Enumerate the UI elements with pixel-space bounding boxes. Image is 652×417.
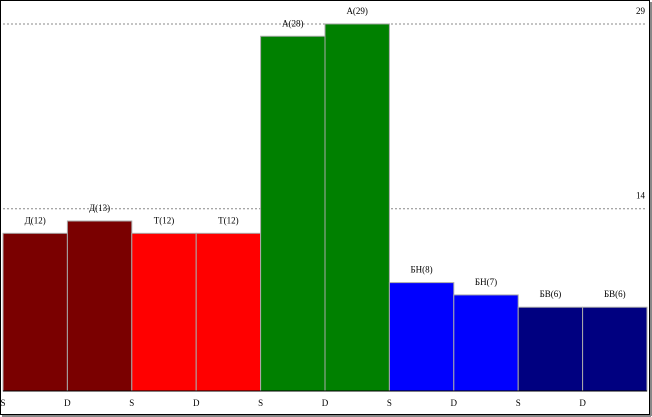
- x-tick-label: S: [129, 398, 134, 408]
- bar: [582, 306, 648, 392]
- y-tick-label: 14: [636, 191, 646, 201]
- bar: [517, 306, 584, 392]
- bar-label: Д(12): [25, 215, 46, 225]
- bar-label: БН(7): [475, 277, 497, 287]
- x-tick-label: S: [0, 398, 5, 408]
- bar: [453, 294, 519, 392]
- y-tick-label: 29: [636, 6, 646, 16]
- bar-label: БВ(6): [540, 289, 562, 299]
- bar: [66, 220, 133, 392]
- x-tick-label: D: [451, 398, 458, 408]
- bar-label: Т(12): [154, 215, 175, 225]
- bar-label: БВ(6): [604, 289, 626, 299]
- bar: [195, 232, 262, 392]
- bar-label: БН(8): [411, 265, 433, 275]
- bar-label: А(29): [346, 6, 368, 16]
- x-tick-label: D: [579, 398, 586, 408]
- x-tick-label: D: [322, 398, 329, 408]
- x-tick-label: D: [64, 398, 71, 408]
- bar-label: Д(13): [89, 203, 110, 213]
- bar: [324, 23, 390, 392]
- bar-label: А(28): [282, 18, 304, 28]
- x-tick-label: S: [516, 398, 521, 408]
- bar: [131, 232, 197, 392]
- bar: [2, 232, 68, 392]
- x-tick-label: D: [193, 398, 200, 408]
- x-tick-label: S: [387, 398, 392, 408]
- bar-label: Т(12): [218, 215, 239, 225]
- x-tick-label: S: [258, 398, 263, 408]
- bar: [388, 282, 455, 392]
- bar: [260, 35, 326, 392]
